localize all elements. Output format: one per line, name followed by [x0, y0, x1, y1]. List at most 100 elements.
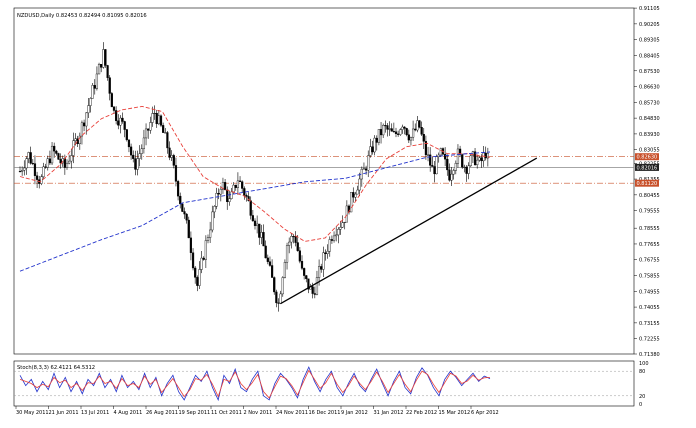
candle-body — [463, 166, 466, 168]
stochastic-line — [19, 369, 491, 399]
candle-body — [467, 165, 470, 174]
candle-body — [187, 219, 190, 239]
candle-body — [155, 112, 158, 125]
candle-body — [159, 115, 163, 126]
candle-body — [476, 159, 479, 166]
candle-body — [123, 121, 126, 130]
candle-body — [134, 158, 137, 170]
candle-body — [151, 113, 154, 123]
time-tick-label: 24 Nov 2011 — [276, 410, 308, 416]
stoch-tick-label: 100 — [639, 361, 649, 367]
candle-body — [251, 215, 254, 222]
candle-body — [27, 152, 30, 159]
chart-title: NZDUSD,Daily 0.82453 0.82494 0.81095 0.8… — [17, 13, 147, 19]
stochastic-oscillator: 100 80 20 0 — [14, 361, 649, 408]
candle-body — [211, 211, 214, 231]
candle-body — [260, 232, 263, 238]
candle-body — [31, 163, 34, 165]
candle-body — [65, 162, 69, 168]
candle-body — [87, 105, 90, 114]
candle-body — [364, 168, 368, 171]
candle-body — [484, 152, 487, 159]
candle-body — [320, 266, 323, 270]
candle-body — [136, 158, 139, 170]
stoch-tick-label: 80 — [639, 369, 645, 375]
candle-body — [356, 189, 359, 195]
candle-body — [473, 151, 477, 166]
candle-body — [478, 157, 481, 161]
candle-body — [236, 180, 240, 188]
candle-body — [97, 64, 101, 75]
candle-body — [82, 122, 86, 127]
price-tick-label: 0.89305 — [639, 38, 660, 44]
candle-body — [403, 126, 406, 129]
candle-body — [454, 163, 457, 171]
candle-body — [157, 115, 160, 125]
candle-body — [371, 146, 374, 153]
candle-body — [132, 154, 135, 159]
candle-body — [162, 125, 165, 133]
candle-body — [279, 293, 282, 304]
candle-body — [48, 158, 52, 164]
trendline-segment — [280, 157, 538, 305]
candle-body — [446, 158, 449, 171]
candle-body — [399, 129, 402, 135]
candle-body — [305, 275, 308, 280]
candle-body — [439, 148, 442, 156]
stoch-tick-label: 20 — [639, 394, 645, 400]
candle-body — [230, 191, 233, 199]
candle-body — [268, 261, 272, 266]
time-tick-label: 31 Jan 2012 — [374, 410, 404, 416]
candle-body — [74, 138, 77, 141]
candle-body — [68, 160, 71, 164]
time-tick-label: 16 Dec 2011 — [309, 410, 341, 416]
time-tick-label: 30 May 2011 — [16, 410, 49, 416]
candle-body — [435, 156, 438, 175]
candle-body — [176, 181, 180, 197]
level-tag — [635, 163, 659, 171]
horizontal-levels: 0.82630 0.82016 0.81120 — [14, 153, 659, 187]
candle-body — [345, 205, 348, 223]
candle-body — [411, 128, 415, 138]
candle-body — [102, 49, 105, 68]
trendline[interactable] — [280, 157, 538, 305]
candle-body — [183, 211, 186, 215]
candle-body — [409, 137, 413, 141]
candle-body — [170, 155, 173, 158]
stoch-tick-label: 0 — [639, 402, 642, 408]
candle-body — [189, 237, 193, 253]
candle-body — [358, 178, 361, 191]
main-chart-frame — [13, 7, 635, 355]
candle-body — [328, 239, 331, 252]
level-tag-label: 0.81120 — [637, 181, 658, 187]
time-tick-label: 15 Mar 2012 — [439, 410, 471, 416]
candle-body — [200, 257, 203, 270]
candle-body — [373, 137, 376, 153]
candle-body — [245, 195, 248, 197]
candle-body — [392, 131, 395, 133]
candle-body — [89, 98, 92, 106]
candle-body — [138, 153, 141, 159]
candle-body — [106, 65, 109, 78]
candle-body — [142, 137, 146, 149]
candle-body — [110, 93, 113, 108]
price-tick-label: 0.86630 — [639, 85, 660, 91]
candle-body — [196, 277, 199, 286]
time-tick-label: 13 Jul 2011 — [81, 410, 109, 416]
candle-body — [298, 250, 301, 262]
time-tick-label: 19 Sep 2011 — [179, 410, 211, 416]
candle-body — [405, 128, 408, 135]
candle-body — [91, 85, 94, 99]
price-tick-label: 0.88405 — [639, 53, 660, 59]
candle-body — [127, 139, 131, 148]
price-tick-label: 0.73155 — [639, 321, 660, 327]
price-tick-label: 0.77655 — [639, 242, 660, 248]
candle-body — [313, 293, 316, 295]
candle-body — [33, 163, 37, 176]
candle-body — [25, 158, 28, 169]
candle-body — [21, 170, 24, 172]
candle-body — [117, 120, 120, 126]
candle-body — [232, 184, 235, 193]
price-tick-label: 0.84830 — [639, 116, 660, 122]
